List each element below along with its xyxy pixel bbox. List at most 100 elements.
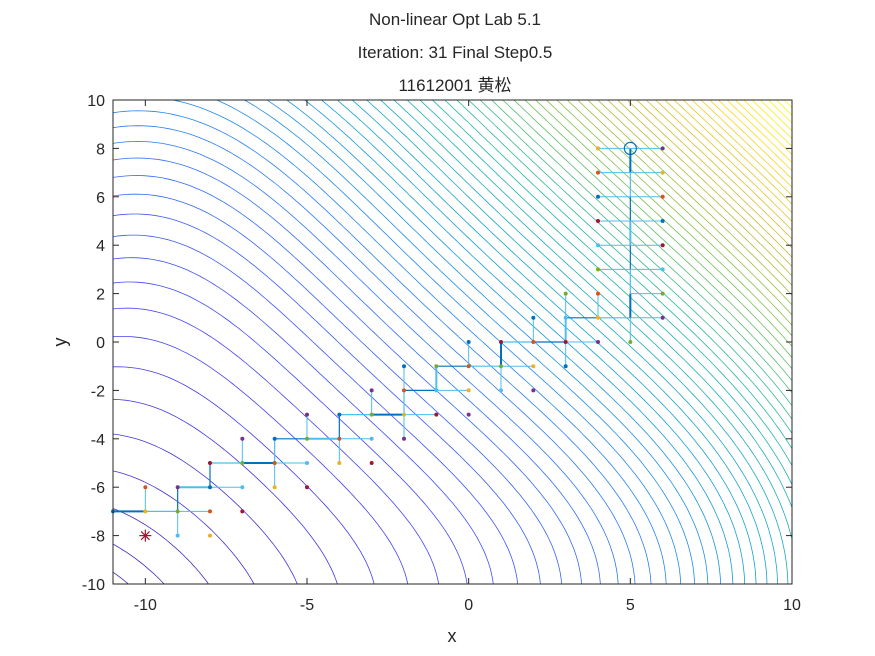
y-tick-label: -4 [91, 432, 105, 449]
contour-line [567, 100, 792, 316]
x-tick-label: -5 [300, 597, 314, 614]
x-tick-label: -10 [134, 597, 157, 614]
contour-line [456, 100, 792, 434]
chart-title: Non-linear Opt Lab 5.1 Iteration: 31 Fin… [358, 10, 553, 95]
contour-line [351, 100, 768, 584]
start-point-stroke [140, 530, 150, 541]
probe-point [660, 170, 665, 175]
contour-line [673, 100, 792, 213]
probe-point [305, 412, 309, 417]
y-tick-label: -2 [91, 383, 105, 400]
contour-line [646, 100, 792, 240]
title-line-1: Non-linear Opt Lab 5.1 [369, 10, 541, 29]
contour-line [266, 100, 709, 584]
probe-point [369, 436, 374, 441]
probe-point [240, 461, 245, 465]
probe-point [466, 412, 471, 417]
probe-point [531, 388, 536, 393]
probe-point [337, 412, 342, 417]
probe-point [434, 412, 439, 417]
probe-point [499, 364, 503, 369]
contour-line [587, 100, 792, 296]
contour-line [513, 100, 792, 370]
contour-line [113, 470, 255, 584]
contour-line [709, 100, 792, 180]
probe-point [402, 412, 406, 417]
contour-line [366, 100, 778, 584]
special-markers [139, 141, 637, 542]
contour-line [113, 433, 298, 584]
probe-point [531, 315, 536, 320]
probe-point [305, 436, 309, 441]
probe-point [305, 485, 309, 490]
probe-point [660, 146, 665, 151]
probe-point [402, 364, 406, 369]
probe-point [337, 461, 342, 465]
contour-line [113, 398, 338, 584]
contour-line [113, 336, 409, 584]
probe-point [434, 388, 439, 393]
contour-line [479, 100, 792, 406]
probe-point [466, 340, 471, 344]
contour-line [726, 100, 792, 163]
probe-point [240, 485, 245, 490]
title-line-2: Iteration: 31 Final Step0.5 [358, 43, 553, 62]
contour-line [617, 100, 792, 267]
probe-point [402, 436, 406, 441]
contour-line [113, 281, 468, 584]
probe-point [660, 315, 665, 320]
probe-point [596, 194, 600, 199]
contour-line [336, 100, 757, 584]
probe-point [272, 485, 277, 490]
probe-point [596, 243, 600, 248]
contour-line [768, 100, 792, 124]
contour-line [655, 100, 792, 231]
contour-line [700, 100, 792, 188]
plot-area [113, 100, 792, 584]
contour-line [113, 508, 209, 584]
contour-line [597, 100, 792, 286]
probe-points [111, 146, 665, 538]
contour-line [113, 257, 494, 584]
probe-point [208, 509, 212, 514]
y-tick-label: 8 [96, 141, 105, 158]
probe-point [563, 364, 568, 369]
probe-point [596, 170, 600, 175]
contour-line [664, 100, 792, 222]
y-tick-label: 2 [96, 287, 105, 304]
probe-point [369, 412, 374, 417]
contour-line [691, 100, 792, 196]
probe-point [531, 340, 536, 344]
probe-point [660, 267, 665, 272]
y-tick-label: 6 [96, 190, 105, 207]
x-tick-label: 10 [783, 597, 801, 614]
x-axis-label: x [448, 626, 457, 646]
probe-point [466, 364, 471, 369]
probe-point [499, 340, 503, 344]
probe-point [596, 267, 600, 272]
contour-line [113, 141, 619, 584]
start-point-marker [139, 529, 152, 542]
probe-point [240, 436, 245, 441]
probe-point [499, 388, 503, 393]
contour-line [113, 110, 652, 584]
probe-point [369, 388, 374, 393]
contour-line [776, 100, 792, 116]
search-path [113, 147, 663, 536]
probe-point [563, 340, 568, 344]
contour-line [113, 571, 129, 584]
probe-point [660, 291, 665, 296]
probe-point [402, 388, 406, 393]
contour-line [113, 175, 582, 584]
probe-point [208, 485, 212, 490]
probe-point [563, 315, 568, 320]
probe-point [596, 340, 600, 344]
contour-line [682, 100, 792, 205]
contour-line [380, 100, 789, 584]
contour-line [607, 100, 792, 277]
probe-point [596, 315, 600, 320]
x-tick-label: 5 [626, 597, 635, 614]
probe-point [596, 219, 600, 223]
contour-line [113, 543, 165, 584]
